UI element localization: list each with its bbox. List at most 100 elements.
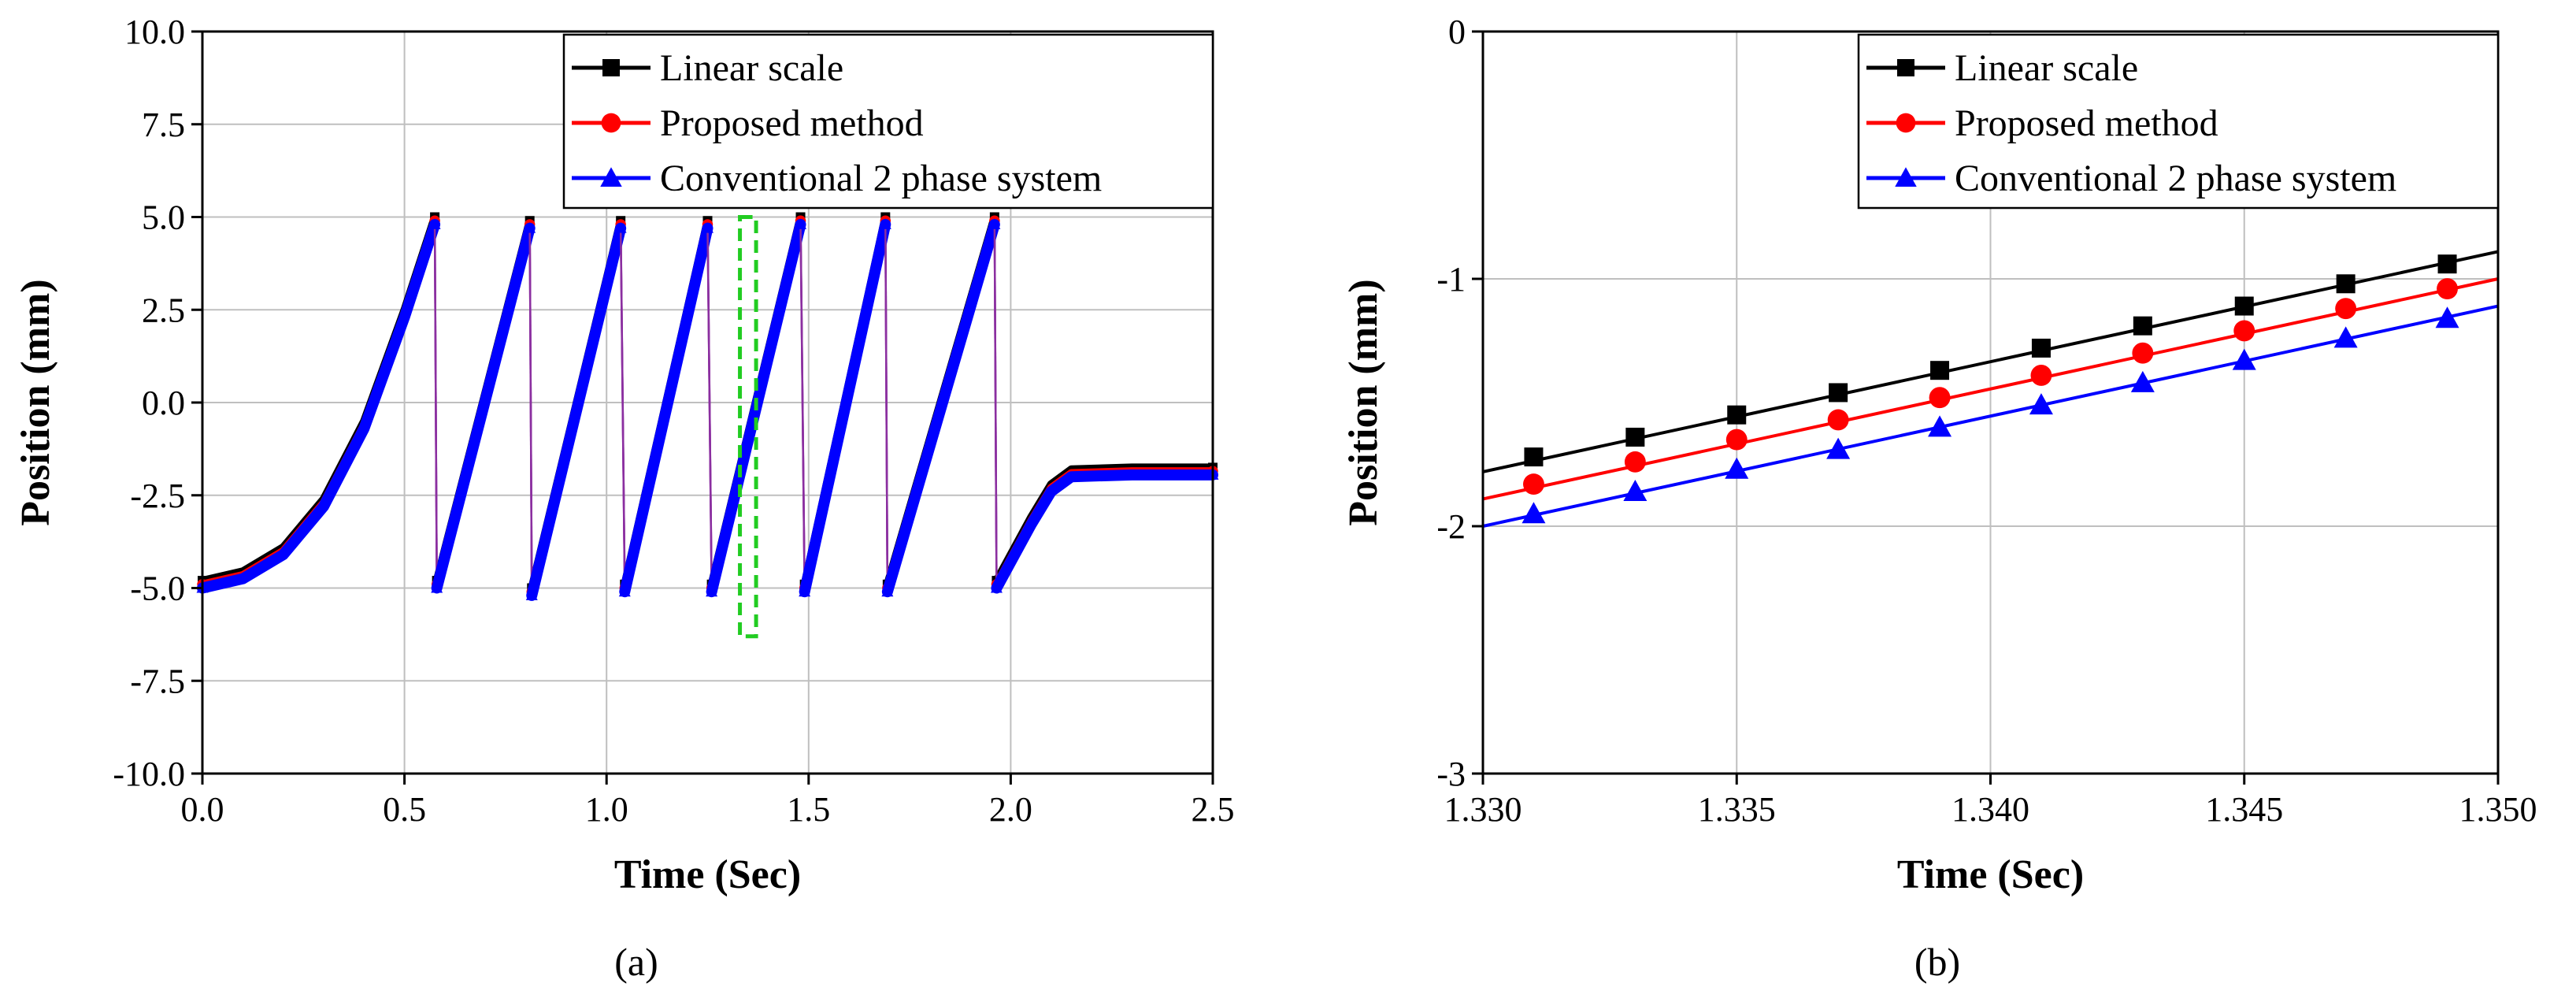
legend-label: Linear scale bbox=[1955, 47, 2138, 89]
legend-box bbox=[1857, 33, 2500, 210]
y-tick-label: 10.0 bbox=[124, 13, 185, 51]
data-point-marker bbox=[2336, 274, 2355, 294]
series-line-segment bbox=[431, 222, 536, 594]
series-reset-line bbox=[993, 224, 998, 588]
series-line-segment bbox=[799, 218, 891, 598]
data-point-marker bbox=[799, 585, 811, 597]
series-line-segment bbox=[526, 222, 627, 601]
data-point-marker bbox=[879, 218, 891, 229]
legend-label: Linear scale bbox=[660, 47, 843, 89]
x-tick-label: 2.0 bbox=[989, 790, 1032, 829]
data-point-marker bbox=[618, 585, 631, 597]
data-point-marker bbox=[1523, 473, 1544, 495]
series-line bbox=[1482, 277, 2499, 501]
data-point-marker bbox=[2130, 370, 2155, 392]
series-reset-line bbox=[528, 228, 533, 596]
data-point-marker bbox=[1928, 415, 1952, 437]
x-tick-label: 0.5 bbox=[383, 790, 426, 829]
data-point-marker bbox=[1625, 427, 1645, 447]
y-tick-label: 7.5 bbox=[142, 106, 185, 144]
chart-panel-a: 0.0 0.5 1.0 1.5 2.0 2.5 -10.0 -7.5 -5.0 -2.5 0.0 2.… bbox=[13, 13, 1235, 984]
series-reset-line bbox=[884, 224, 889, 592]
series-reset-line bbox=[799, 224, 806, 592]
data-point-marker bbox=[2031, 338, 2051, 358]
data-point-marker bbox=[1727, 405, 1747, 425]
x-tick-label: 0.0 bbox=[181, 790, 224, 829]
data-point-marker bbox=[1829, 383, 1848, 403]
legend-box bbox=[562, 33, 1214, 210]
series-reset-line bbox=[433, 224, 438, 588]
data-point-marker bbox=[428, 218, 441, 229]
x-tick-label: 1.340 bbox=[1951, 790, 2029, 829]
y-tick-label: -1 bbox=[1436, 260, 1466, 299]
series-line bbox=[1482, 250, 2499, 473]
y-tick-label: -3 bbox=[1436, 755, 1466, 793]
chart-panel-b: 1.330 1.335 1.340 1.345 1.350 -3 -2 -1 0 Time (Se… bbox=[1341, 13, 2537, 984]
data-point-marker bbox=[1522, 502, 1546, 524]
legend-marker bbox=[602, 59, 620, 76]
data-point-marker bbox=[1725, 457, 1749, 479]
data-point-marker bbox=[706, 585, 718, 597]
legend: Linear scale Proposed method Conventional … bbox=[562, 33, 1214, 210]
legend-marker bbox=[1897, 59, 1914, 76]
x-tick-label: 2.5 bbox=[1192, 790, 1235, 829]
data-point-marker bbox=[1725, 429, 1748, 451]
data-point-marker bbox=[1624, 451, 1646, 473]
data-point-marker bbox=[990, 582, 1003, 593]
series-line-segment bbox=[619, 222, 713, 598]
series-reset-line bbox=[706, 228, 713, 592]
series-linear-scale bbox=[1482, 250, 2499, 473]
legend-label: Proposed method bbox=[1955, 102, 2218, 144]
zoom-region-box bbox=[738, 215, 758, 639]
x-tick-label: 1.350 bbox=[2459, 790, 2537, 829]
panel-caption: (b) bbox=[1914, 940, 1960, 984]
legend-label: Proposed method bbox=[660, 102, 924, 144]
data-point-marker bbox=[1623, 480, 1648, 502]
y-tick-label: 5.0 bbox=[142, 199, 185, 237]
y-tick-label: 2.5 bbox=[142, 291, 185, 329]
legend: Linear scale Proposed method Conventional … bbox=[1857, 33, 2500, 210]
data-point-marker bbox=[881, 585, 894, 597]
data-point-marker bbox=[525, 589, 538, 600]
data-point-marker bbox=[614, 222, 627, 233]
series-proposed-method bbox=[1482, 277, 2499, 501]
data-point-marker bbox=[2335, 298, 2357, 320]
data-point-marker bbox=[2233, 320, 2255, 342]
data-point-marker bbox=[1827, 409, 1849, 431]
series-line-segment bbox=[991, 469, 1218, 594]
data-point-marker bbox=[988, 218, 1001, 229]
y-tick-label: 0 bbox=[1448, 13, 1466, 51]
y-tick-label: 0.0 bbox=[142, 384, 185, 422]
series-line-segment bbox=[881, 218, 1000, 598]
series-reset-line bbox=[619, 228, 626, 592]
legend-marker bbox=[1895, 167, 1917, 187]
legend-label: Conventional 2 phase system bbox=[660, 158, 1102, 199]
data-point-marker bbox=[1524, 447, 1544, 467]
panel-caption: (a) bbox=[614, 940, 658, 984]
y-tick-label: -2 bbox=[1436, 507, 1466, 546]
x-tick-label: 1.345 bbox=[2205, 790, 2283, 829]
data-point-marker bbox=[2437, 278, 2458, 299]
x-axis-label: Time (Sec) bbox=[1897, 852, 2084, 897]
y-tick-label: -2.5 bbox=[130, 477, 185, 515]
data-point-marker bbox=[1930, 361, 1950, 380]
legend-marker bbox=[600, 167, 622, 187]
legend-label: Conventional 2 phase system bbox=[1955, 158, 2396, 199]
x-tick-label: 1.335 bbox=[1698, 790, 1776, 829]
x-tick-label: 1.0 bbox=[585, 790, 628, 829]
data-point-marker bbox=[431, 582, 443, 593]
x-axis-label: Time (Sec) bbox=[614, 852, 801, 897]
x-tick-label: 1.330 bbox=[1444, 790, 1522, 829]
series-conventional-2-phase-system bbox=[1482, 304, 2499, 528]
y-tick-label: -7.5 bbox=[130, 662, 185, 700]
data-point-marker bbox=[2232, 348, 2256, 370]
data-point-marker bbox=[2133, 316, 2152, 336]
series-line bbox=[1482, 304, 2499, 528]
y-tick-label: -5.0 bbox=[130, 570, 185, 608]
x-tick-label: 1.5 bbox=[787, 790, 830, 829]
data-point-marker bbox=[2030, 365, 2052, 386]
data-point-marker bbox=[1826, 437, 1851, 459]
legend-marker bbox=[601, 113, 621, 133]
data-point-marker bbox=[2132, 342, 2154, 364]
